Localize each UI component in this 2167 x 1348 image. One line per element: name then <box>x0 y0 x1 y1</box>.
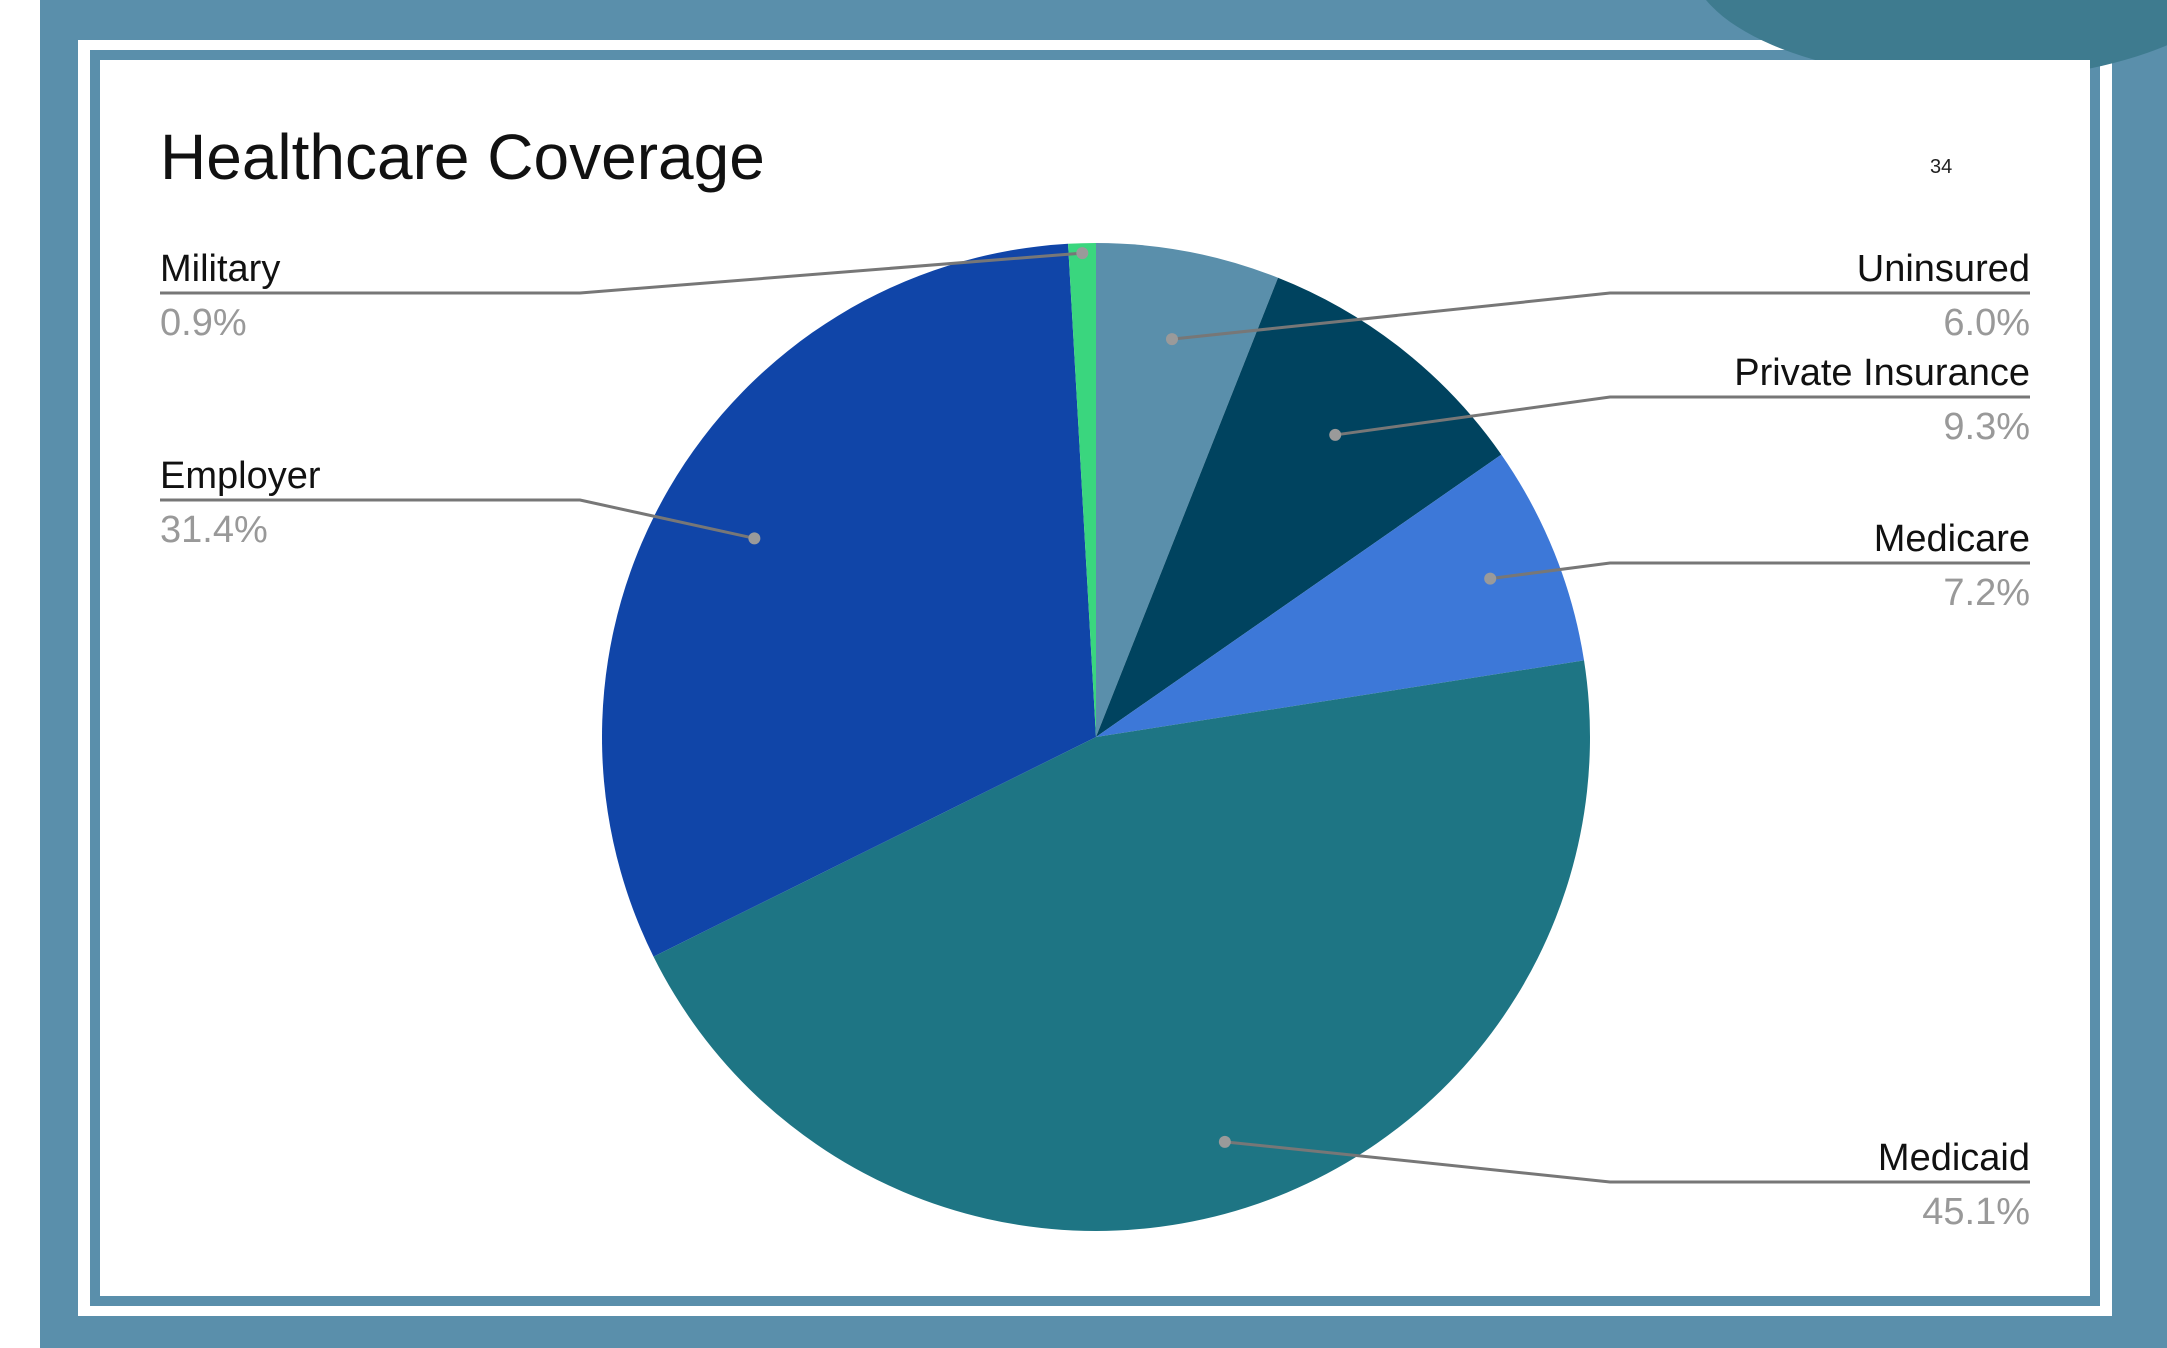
slice-label-uninsured: Uninsured <box>1857 248 2030 290</box>
pie-slice-medicaid <box>653 660 1590 1231</box>
pie-slices <box>602 243 1590 1231</box>
leader-line-medicaid <box>1224 1140 2030 1184</box>
slice-value-uninsured: 6.0% <box>1943 302 2030 344</box>
callout-military: Military 0.9% <box>160 247 1089 344</box>
leader-dot-uninsured <box>1165 333 1178 346</box>
pie-slice-medicare <box>1096 454 1585 737</box>
callout-uninsured: Uninsured 6.0% <box>1165 248 2030 346</box>
leader-dot-private-insurance <box>1329 428 1342 441</box>
callout-medicare: Medicare 7.2% <box>1484 518 2030 614</box>
slice-label-employer: Employer <box>160 455 321 497</box>
slice-value-military: 0.9% <box>160 302 247 344</box>
leader-line-private-insurance <box>1335 395 2030 437</box>
pie-slice-uninsured <box>1096 243 1279 737</box>
callout-private-insurance: Private Insurance 9.3% <box>1329 352 2030 448</box>
leader-line-military <box>160 251 1083 295</box>
slice-value-private-insurance: 9.3% <box>1943 406 2030 448</box>
pie-slice-military <box>1068 243 1096 737</box>
pie-callouts: Uninsured 6.0% Private Insurance 9.3% Medica… <box>160 247 2030 1233</box>
slice-value-medicaid: 45.1% <box>1922 1191 2030 1233</box>
leader-dot-medicare <box>1484 572 1497 585</box>
callout-medicaid: Medicaid 45.1% <box>1218 1135 2030 1233</box>
pie-slice-employer <box>602 243 1096 957</box>
callout-employer: Employer 31.4% <box>160 455 761 551</box>
slice-value-employer: 31.4% <box>160 509 268 551</box>
page-number: 34 <box>1930 156 1953 178</box>
slice-label-medicaid: Medicaid <box>1878 1137 2030 1179</box>
slice-label-medicare: Medicare <box>1874 518 2030 560</box>
slice-label-private-insurance: Private Insurance <box>1734 352 2030 394</box>
pie-slice-private-insurance <box>1096 277 1502 737</box>
slice-value-medicare: 7.2% <box>1943 572 2030 614</box>
chart-title: Healthcare Coverage <box>160 121 765 193</box>
leader-line-medicare <box>1490 561 2030 581</box>
leader-dot-employer <box>748 532 761 545</box>
leader-dot-military <box>1076 247 1089 260</box>
leader-dot-medicaid <box>1218 1135 1231 1148</box>
slice-label-military: Military <box>160 248 280 290</box>
leader-line-employer <box>160 498 755 540</box>
leader-line-uninsured <box>1171 291 2030 341</box>
